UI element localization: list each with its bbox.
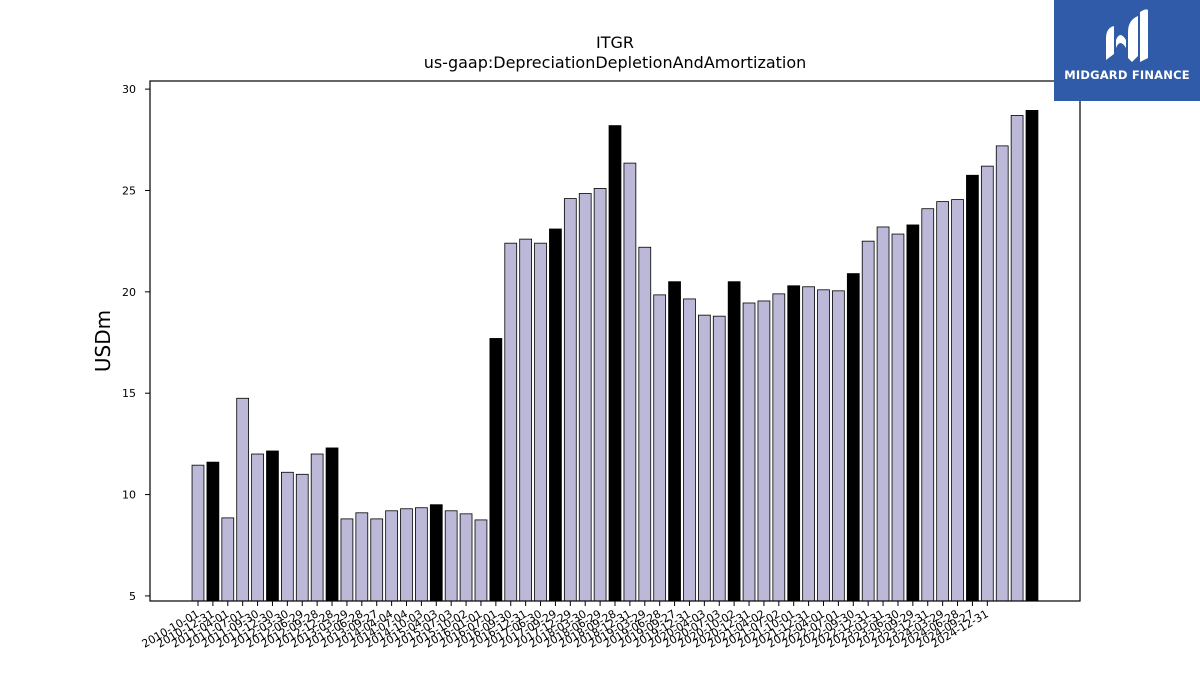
plot-frame	[149, 80, 1081, 602]
bar-2019-12-31	[683, 298, 696, 602]
bar-2017-06-30	[534, 242, 547, 602]
bar-2013-06-28	[355, 512, 369, 602]
midgard-logo-icon	[1106, 9, 1148, 63]
bar-2017-12-29	[563, 198, 577, 602]
x-axis-ticks: 2010-10-012010-12-312011-04-012011-07-01…	[140, 601, 991, 651]
bar-2021-10-01	[787, 285, 801, 602]
bar-2020-07-03	[712, 315, 726, 602]
bar-2015-04-03	[429, 504, 443, 602]
bar-2022-12-31	[861, 240, 875, 602]
bar-2024-06-28	[951, 199, 964, 602]
bar-2010-10-01	[191, 464, 205, 602]
bar-2016-07-01	[489, 338, 503, 602]
y-axis-ticks: 5 10 15 20 25 30	[122, 83, 150, 603]
bar-2012-06-29	[295, 473, 309, 602]
midgard-finance-logo: MIDGARD FINANCE	[1054, 0, 1200, 101]
bar-2019-06-28	[653, 294, 667, 602]
bar-2015-07-03	[444, 510, 458, 602]
bar-2013-03-29	[340, 518, 354, 602]
bar-2024-12-31	[980, 165, 994, 602]
logo-text: MIDGARD FINANCE	[1064, 68, 1190, 82]
y-tick-label: 15	[122, 387, 136, 400]
bar-2023-12-31	[921, 208, 935, 602]
bar-2011-12-30	[266, 450, 279, 602]
bar-2014-04-04	[385, 510, 398, 602]
y-tick-label: 30	[122, 83, 136, 96]
bar-2023-09-29	[906, 224, 920, 602]
y-tick-label: 25	[122, 184, 136, 197]
bar-2020-04-03	[698, 314, 711, 602]
chart-title: ITGR	[596, 33, 634, 52]
bar-2013-09-27	[370, 518, 384, 602]
bar-2019-09-27	[668, 281, 681, 602]
bar-2024-03-29	[936, 201, 950, 602]
bar-2012-03-30	[280, 471, 294, 602]
bar-2016-01-01	[474, 519, 488, 602]
bar-undefined	[1010, 115, 1024, 602]
y-axis-label: USDm	[91, 310, 115, 372]
bar-2010-12-31	[206, 461, 220, 602]
bar-2020-12-31	[742, 302, 756, 602]
bar-2018-12-31	[623, 162, 637, 602]
bar-undefined	[1025, 110, 1039, 602]
chart-subtitle: us-gaap:DepreciationDepletionAndAmortiza…	[424, 53, 807, 72]
bar-2018-03-30	[578, 193, 592, 602]
bar-2017-09-29	[549, 228, 562, 602]
bar-2019-03-29	[638, 246, 652, 602]
bar-2021-04-02	[757, 300, 771, 602]
bar-2018-09-28	[608, 125, 622, 602]
bar-2021-07-02	[772, 293, 786, 602]
bar-2016-09-30	[504, 242, 518, 602]
bar-2020-10-02	[727, 281, 741, 602]
bar-2015-10-02	[459, 513, 473, 602]
bars-group	[191, 110, 1039, 602]
bar-2022-07-01	[832, 290, 845, 602]
bar-2018-06-29	[593, 188, 607, 602]
bar-2016-12-31	[519, 238, 533, 602]
bar-undefined	[995, 145, 1009, 602]
bar-2014-10-03	[415, 507, 428, 602]
bar-2023-06-30	[891, 233, 905, 602]
bar-2022-09-30	[846, 273, 860, 602]
y-tick-label: 20	[122, 286, 136, 299]
bar-2024-09-27	[966, 174, 979, 602]
bar-2011-09-30	[251, 453, 264, 602]
bar-2014-07-04	[400, 508, 413, 602]
bar-2011-07-01	[236, 397, 250, 602]
bar-2012-12-28	[325, 447, 339, 602]
y-tick-label: 5	[129, 590, 136, 603]
bar-2022-04-01	[817, 289, 830, 602]
bar-2011-04-01	[221, 517, 235, 602]
bar-2012-09-28	[310, 453, 324, 602]
bar-2023-03-31	[876, 226, 890, 602]
y-tick-label: 10	[122, 489, 136, 502]
bar-2021-12-31	[802, 286, 815, 602]
